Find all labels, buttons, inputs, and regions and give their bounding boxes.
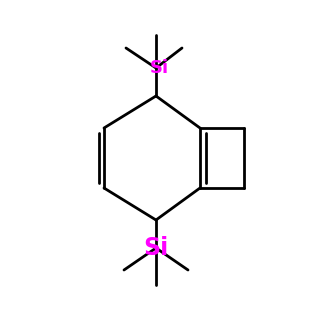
Text: Si: Si [149, 59, 168, 77]
Text: Si: Si [144, 236, 168, 260]
